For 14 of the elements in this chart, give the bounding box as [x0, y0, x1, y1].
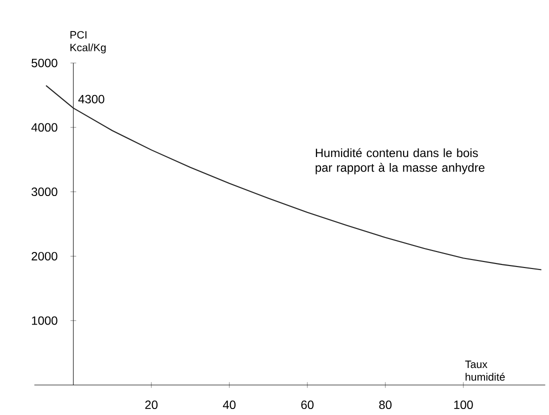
x-tick-label: 60	[301, 400, 314, 410]
x-tick-label: 40	[222, 400, 236, 410]
x-tick-label: 100	[454, 400, 473, 410]
x-tick-label: 80	[379, 400, 392, 410]
y-tick-label: 2000	[32, 252, 58, 260]
x-axis-title: Taux humidité	[465, 360, 505, 381]
annotation: Humidité contenu dans le bois par rapport à la masse anhydre	[316, 148, 484, 174]
y-tick-label: 5000	[32, 58, 58, 68]
y-tick-label: 3000	[32, 188, 58, 196]
y-axis-title: PCI Kcal/Kg	[70, 31, 106, 54]
y-tick-label: 1000	[32, 316, 58, 325]
annotation: 4300	[78, 94, 104, 104]
x-tick-label: 20	[145, 400, 158, 410]
y-tick-label: 4000	[31, 123, 58, 132]
